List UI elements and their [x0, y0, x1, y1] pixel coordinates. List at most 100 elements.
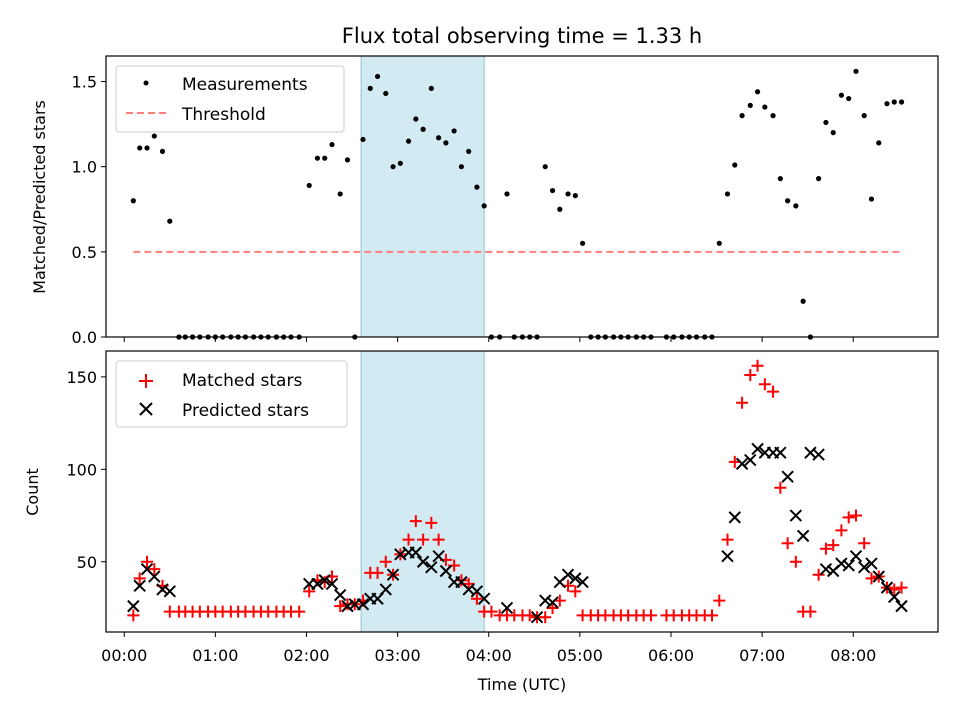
predicted-star-point	[341, 599, 354, 613]
predicted-star-point	[356, 598, 370, 611]
measurement-point	[306, 182, 312, 189]
matched-star-point	[303, 585, 316, 598]
matched-star-point	[895, 581, 908, 594]
bottom-panel: 50 100 150 00:00 01:00 02:00 03:00 04:00 05:00 06…	[23, 350, 939, 694]
predicted-star-point	[163, 585, 176, 598]
matched-star-point	[767, 385, 780, 398]
predicted-star-point	[561, 568, 575, 581]
measurement-point	[443, 140, 449, 146]
measurement-point	[549, 187, 556, 194]
predicted-star-point	[835, 557, 848, 570]
matched-star-point	[758, 378, 771, 391]
measurement-point	[846, 95, 852, 102]
predicted-star-point	[819, 562, 833, 576]
x-tick-label: 05:00	[557, 646, 603, 665]
matched-star-point	[858, 537, 871, 550]
x-tick-label: 02:00	[283, 646, 329, 665]
predicted-star-point	[546, 596, 559, 609]
predicted-star-point	[156, 583, 169, 596]
matched-star-point	[553, 594, 566, 607]
measurement-point	[420, 126, 426, 132]
measurement-point	[572, 193, 578, 199]
measurement-point	[716, 240, 722, 246]
legend-threshold-label: Threshold	[181, 105, 266, 125]
matched-star-point	[318, 576, 331, 589]
predicted-star-point	[500, 601, 514, 615]
matched-star-point	[751, 359, 764, 372]
predicted-star-point	[849, 549, 863, 563]
x-tick-label: 00:00	[101, 646, 147, 665]
measurement-point	[747, 102, 753, 108]
measurement-point	[405, 138, 412, 144]
predicted-star-point	[880, 581, 894, 594]
predicted-star-point	[865, 557, 878, 570]
matched-star-point	[293, 605, 306, 618]
predicted-star-point	[735, 457, 749, 470]
measurement-point	[481, 203, 487, 209]
x-tick-label: 07:00	[739, 646, 785, 665]
predicted-star-point	[386, 568, 400, 581]
measurement-point	[344, 157, 351, 163]
predicted-star-point	[728, 511, 741, 524]
matched-star-point	[819, 542, 832, 555]
matched-star-point	[462, 577, 475, 590]
predicted-star-point	[325, 577, 339, 591]
measurement-point	[793, 203, 799, 209]
measurement-point	[762, 104, 768, 110]
predicted-star-point	[895, 599, 908, 613]
bottom-y-tick-label: 50	[77, 553, 97, 572]
bottom-y-tick-label: 100	[66, 460, 97, 479]
predicted-star-point	[439, 564, 453, 578]
measurement-point	[724, 191, 731, 197]
matched-star-point	[842, 511, 855, 524]
predicted-star-point	[318, 574, 331, 587]
matched-star-point	[849, 509, 862, 522]
matched-star-point	[744, 369, 757, 382]
bottom-highlight-span	[360, 350, 485, 633]
predicted-star-point	[576, 575, 589, 589]
legend-measurements-label: Measurements	[182, 75, 308, 95]
legend-matched-label: Matched stars	[182, 371, 302, 391]
matched-star-point	[470, 592, 483, 605]
measurement-point	[868, 196, 875, 202]
predicted-star-point	[477, 592, 491, 605]
measurement-point	[898, 99, 905, 105]
predicted-star-point	[432, 549, 445, 563]
predicted-star-point	[781, 470, 794, 483]
matched-star-point	[455, 574, 468, 587]
matched-star-point	[569, 585, 582, 598]
measurement-point	[557, 206, 563, 212]
matched-star-point	[781, 537, 794, 550]
measurement-point	[390, 164, 396, 170]
predicted-star-point	[751, 442, 764, 456]
measurement-point	[838, 92, 845, 98]
top-y-axis-label: Matched/Predicted stars	[30, 100, 49, 294]
matched-star-point	[721, 533, 734, 546]
matched-star-point	[485, 605, 498, 618]
measurement-point	[580, 240, 586, 246]
predicted-star-point	[148, 570, 161, 583]
matched-star-point	[713, 594, 726, 607]
matched-star-point	[133, 572, 146, 585]
matched-star-point	[736, 396, 749, 409]
chart-title: Flux total observing time = 1.33 h	[342, 24, 702, 48]
top-plot-frame	[105, 55, 939, 338]
predicted-star-point	[127, 599, 140, 613]
predicted-star-point	[812, 448, 825, 461]
matched-star-point	[371, 566, 384, 579]
matched-star-point	[644, 609, 657, 622]
measurement-point	[891, 99, 897, 105]
predicted-star-point	[539, 594, 552, 607]
measurement-point	[374, 73, 381, 80]
measurement-point	[383, 90, 389, 97]
matched-star-point	[888, 583, 901, 596]
top-panel: 0.0 0.5 1.0 1.5 Matched/Predicted stars Mea…	[30, 55, 939, 347]
predicted-star-point	[796, 529, 810, 543]
measurement-point	[823, 119, 829, 126]
measurement-point	[451, 128, 457, 134]
measurement-point	[830, 130, 836, 136]
predicted-star-point	[416, 555, 430, 568]
predicted-star-point	[311, 577, 324, 591]
legend-measurements-marker	[143, 80, 149, 86]
